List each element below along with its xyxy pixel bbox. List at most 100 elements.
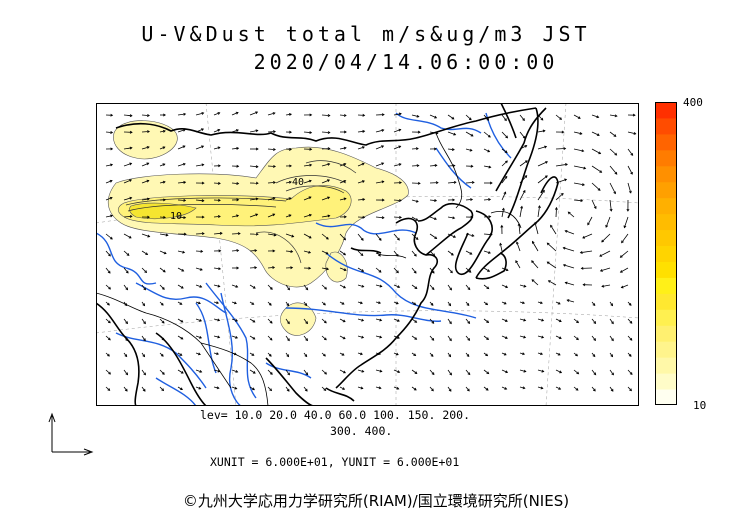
wind-arrow bbox=[357, 335, 364, 338]
wind-arrow bbox=[231, 233, 241, 235]
wind-arrow-head bbox=[201, 163, 205, 167]
wind-arrow-head bbox=[435, 131, 439, 135]
wind-arrow-head bbox=[125, 287, 129, 291]
wind-arrow-head bbox=[201, 215, 205, 219]
wind-arrow-head bbox=[470, 164, 474, 168]
wind-arrow bbox=[267, 284, 273, 290]
wind-arrow bbox=[285, 369, 290, 376]
wind-arrow-head bbox=[486, 286, 490, 290]
wind-arrow-head bbox=[378, 386, 382, 390]
wind-arrow bbox=[123, 369, 128, 375]
wind-arrow bbox=[447, 250, 454, 256]
wind-arrow bbox=[621, 233, 629, 243]
wind-arrow-head bbox=[524, 175, 528, 178]
wind-arrow-head bbox=[180, 286, 184, 289]
wind-arrow-head bbox=[287, 372, 290, 376]
wind-arrow-head bbox=[414, 371, 418, 374]
wind-arrow-head bbox=[288, 113, 292, 116]
wind-arrow-head bbox=[550, 224, 553, 228]
wind-arrow bbox=[321, 163, 330, 167]
wind-arrow-head bbox=[449, 321, 452, 325]
wind-arrow-head bbox=[199, 370, 203, 373]
contour-label-40: 40 bbox=[292, 177, 304, 188]
wind-arrow bbox=[465, 318, 470, 324]
wind-arrow-head bbox=[614, 152, 618, 156]
wind-vectors bbox=[105, 111, 637, 392]
wind-arrow-head bbox=[309, 163, 313, 167]
wind-arrow bbox=[357, 180, 365, 184]
wind-arrow bbox=[195, 386, 201, 390]
wind-arrow-head bbox=[485, 302, 489, 306]
wind-arrow bbox=[231, 284, 238, 288]
wind-arrow-head bbox=[107, 388, 111, 391]
wind-arrow bbox=[591, 182, 601, 191]
wind-arrow-head bbox=[399, 198, 402, 202]
wind-arrow bbox=[447, 216, 455, 219]
wind-arrow-head bbox=[305, 287, 309, 291]
wind-arrow-head bbox=[124, 303, 128, 307]
wind-arrow-head bbox=[541, 318, 545, 322]
wind-arrow-head bbox=[601, 239, 604, 243]
wind-arrow-head bbox=[415, 147, 419, 151]
wind-arrow-head bbox=[327, 147, 331, 151]
wind-arrow bbox=[375, 250, 381, 257]
wind-arrow-head bbox=[448, 303, 452, 307]
wind-arrow-head bbox=[217, 112, 221, 115]
wind-arrow-head bbox=[558, 336, 562, 340]
wind-arrow-head bbox=[252, 387, 255, 391]
wind-arrow-head bbox=[626, 208, 630, 212]
wind-arrow-head bbox=[255, 213, 259, 217]
wind-arrow bbox=[537, 205, 540, 218]
wind-arrow bbox=[249, 386, 255, 391]
wind-arrow-head bbox=[488, 215, 492, 219]
wind-arrow-head bbox=[147, 215, 150, 219]
wind-arrow-head bbox=[629, 388, 632, 392]
wind-arrow-head bbox=[125, 270, 129, 274]
wind-arrow-head bbox=[468, 269, 472, 273]
wind-arrow-head bbox=[559, 117, 562, 120]
wind-arrow bbox=[465, 199, 473, 201]
wind-arrow bbox=[303, 386, 308, 392]
wind-arrow-head bbox=[269, 287, 273, 290]
wind-arrow bbox=[303, 284, 309, 290]
wind-arrow-head bbox=[431, 270, 435, 274]
wind-arrow-head bbox=[326, 236, 329, 240]
wind-arrow bbox=[393, 250, 399, 257]
wind-arrow bbox=[550, 225, 557, 235]
wind-arrow bbox=[357, 267, 364, 272]
wind-arrow bbox=[465, 233, 474, 237]
wind-arrow-head bbox=[201, 199, 205, 203]
wind-arrow-head bbox=[233, 301, 237, 305]
wind-arrow-head bbox=[143, 372, 146, 376]
wind-arrow bbox=[483, 199, 491, 201]
wind-arrow-head bbox=[233, 352, 237, 356]
wind-arrow bbox=[429, 114, 437, 119]
wind-arrow-head bbox=[147, 234, 151, 238]
wind-arrow bbox=[537, 369, 544, 372]
wind-arrow-head bbox=[489, 181, 493, 185]
wind-arrow-head bbox=[216, 301, 220, 305]
wind-arrow bbox=[357, 146, 365, 150]
wind-arrow bbox=[547, 242, 557, 252]
wind-arrow bbox=[321, 114, 330, 116]
wind-arrow bbox=[591, 131, 600, 136]
wind-arrow-head bbox=[109, 179, 113, 183]
wind-arrow bbox=[519, 145, 527, 150]
wind-arrow-head bbox=[288, 197, 292, 201]
wind-arrow-head bbox=[397, 237, 400, 241]
wind-arrow bbox=[357, 386, 363, 389]
wind-arrow-head bbox=[381, 145, 385, 148]
wind-arrow bbox=[339, 386, 345, 390]
wind-arrow-head bbox=[544, 145, 548, 149]
wind-arrow-head bbox=[107, 302, 110, 306]
wind-arrow bbox=[213, 112, 220, 116]
wind-arrow-head bbox=[288, 180, 292, 184]
contour-label-10: 10 bbox=[170, 211, 182, 222]
wind-arrow-head bbox=[540, 386, 544, 390]
wind-arrow-head bbox=[468, 117, 472, 121]
wind-arrow bbox=[357, 250, 364, 256]
wind-arrow-head bbox=[453, 132, 457, 136]
wind-arrow-head bbox=[413, 353, 417, 357]
wind-arrow bbox=[609, 148, 617, 156]
wind-arrow bbox=[339, 250, 346, 256]
